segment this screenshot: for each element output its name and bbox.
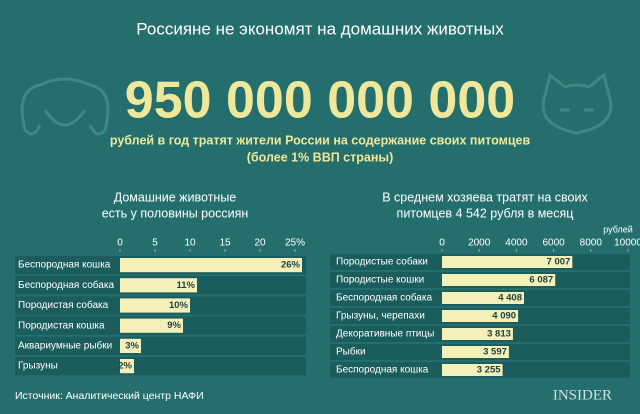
value-label: 6 087: [529, 275, 553, 286]
chart-title: В среднем хозяева тратят на своих: [382, 190, 588, 204]
value-label: 7 007: [547, 257, 571, 268]
bar: [442, 274, 556, 286]
source: Источник: Аналитический центр НАФИ: [15, 390, 204, 402]
pet-icons: [20, 72, 613, 136]
bar: [442, 364, 503, 376]
headline: 950 000 000 000: [125, 72, 515, 130]
category-label: Декоративные птицы: [336, 329, 434, 340]
category-label: Беспородная кошка: [336, 365, 429, 376]
value-label: 3%: [125, 340, 139, 351]
bar: [442, 328, 513, 340]
category-label: Аквариумные рыбки: [18, 340, 112, 352]
x-tick-label: 20: [254, 238, 266, 249]
x-tick-label: 6000: [542, 238, 565, 249]
bar: [120, 338, 141, 353]
chart-title: есть у половины россиян: [102, 206, 249, 220]
x-tick-label: 4000: [505, 238, 528, 249]
dog-icon: [20, 77, 110, 136]
value-label: 11%: [177, 280, 196, 291]
x-unit: рублей: [603, 224, 633, 234]
category-label: Беспородная собака: [336, 292, 432, 304]
value-label: 4 408: [498, 293, 522, 304]
bar: [120, 298, 190, 313]
bar: [442, 346, 509, 358]
bar: [120, 318, 183, 333]
subtitle: рублей в год тратят жители России на сод…: [110, 133, 531, 147]
category-label: Породистая кошка: [18, 320, 105, 331]
value-label: 4 090: [492, 311, 516, 322]
value-label: 3 813: [487, 329, 511, 340]
bar: [120, 278, 197, 293]
subtitle: (более 1% ВВП страны): [247, 150, 393, 164]
value-label: 3 597: [483, 347, 507, 358]
x-tick-label: 0: [439, 238, 445, 249]
row-band: [15, 336, 306, 355]
category-label: Грызуны: [18, 361, 58, 372]
bar: [442, 292, 524, 304]
chart-title: Домашние животные: [114, 190, 237, 204]
chart-title: питомцев 4 542 рубля в месяц: [397, 206, 574, 220]
value-label: 10%: [169, 300, 189, 311]
title: Россияне не экономят на домашних животны…: [136, 19, 504, 38]
x-tick-label: 2000: [468, 238, 491, 249]
value-label: 9%: [167, 320, 181, 331]
value-label: 3 255: [477, 365, 501, 376]
x-tick-label: 0: [117, 238, 123, 249]
x-tick-label: 5: [152, 238, 158, 249]
logo: INSIDER: [553, 387, 612, 403]
bar: [120, 258, 302, 273]
value-label: 26%: [281, 260, 301, 271]
category-label: Беспородная собака: [18, 279, 114, 291]
category-label: Грызуны, черепахи: [336, 311, 425, 322]
x-tick-label: 25%: [285, 238, 305, 249]
bar: [442, 256, 573, 268]
category-label: Рыбки: [336, 346, 366, 358]
category-label: Породистая собака: [18, 299, 109, 311]
x-tick-label: 10000: [614, 238, 640, 249]
value-label: 2%: [118, 361, 132, 372]
category-label: Породистые кошки: [336, 275, 424, 286]
category-label: Породистые собаки: [336, 256, 428, 268]
category-label: Беспородная кошка: [18, 260, 111, 271]
x-tick-label: 15: [219, 238, 231, 249]
cat-icon: [541, 72, 613, 135]
x-tick-label: 8000: [580, 238, 603, 249]
bar: [120, 359, 134, 374]
bar: [442, 310, 519, 322]
x-tick-label: 10: [184, 238, 196, 249]
row-band: [15, 357, 306, 376]
